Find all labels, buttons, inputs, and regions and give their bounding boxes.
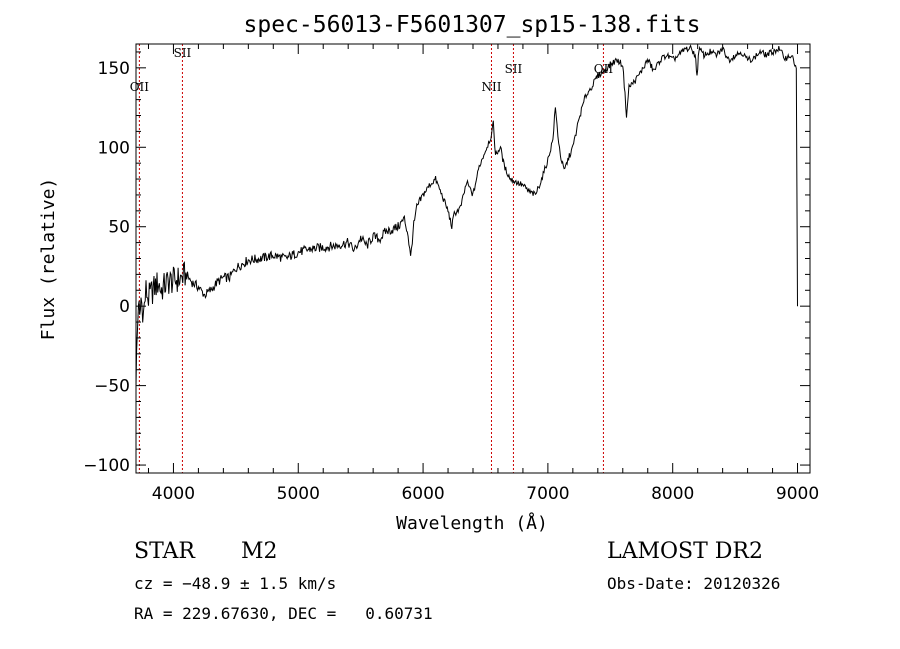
- x-tick-label: 8000: [651, 484, 694, 504]
- spectrum-line: [135, 44, 798, 387]
- line-marker-label: SII: [505, 62, 523, 76]
- y-tick-label: 100: [98, 138, 130, 158]
- y-tick-label: −50: [94, 377, 130, 397]
- x-tick-label: 6000: [401, 484, 444, 504]
- x-tick-label: 4000: [152, 484, 195, 504]
- y-tick-label: 150: [98, 59, 130, 79]
- object-class: STAR: [134, 539, 195, 564]
- x-tick-label: 7000: [526, 484, 569, 504]
- object-subclass: M2: [241, 539, 278, 564]
- y-tick-label: 50: [108, 218, 130, 238]
- plot-frame: [135, 43, 811, 474]
- line-marker-label: SII: [174, 46, 192, 60]
- x-tick-label: 5000: [277, 484, 320, 504]
- coordinates: RA = 229.67630, DEC = 0.60731: [134, 604, 433, 623]
- survey-name: LAMOST DR2: [607, 539, 763, 564]
- y-tick-label: 0: [119, 297, 130, 317]
- y-tick-label: −100: [83, 456, 130, 476]
- observation-date: Obs-Date: 20120326: [607, 574, 781, 593]
- axis-ticks: 4000 5000 6000 7000 8000 9000 −100 −50 0 50 100 150: [83, 44, 819, 504]
- x-tick-label: 9000: [776, 484, 819, 504]
- y-axis-label: Flux (relative): [38, 178, 59, 341]
- x-axis-label: Wavelength (Å): [396, 512, 548, 534]
- line-marker-label: OII: [130, 80, 150, 94]
- chart-title: spec-56013-F5601307_sp15-138.fits: [244, 12, 701, 38]
- redshift-velocity: cz = −48.9 ± 1.5 km/s: [134, 574, 337, 593]
- line-marker-label: NII: [481, 80, 501, 94]
